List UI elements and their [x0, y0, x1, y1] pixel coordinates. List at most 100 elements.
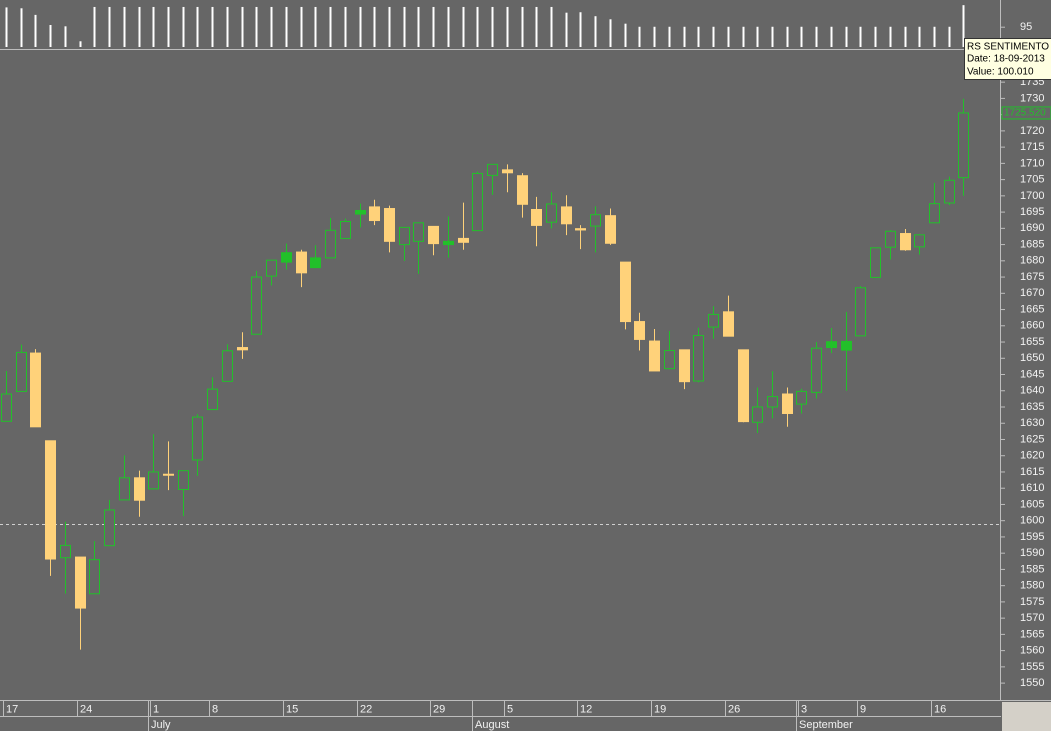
candle-body	[310, 257, 321, 269]
candle-body	[30, 352, 41, 428]
last-price-label: 1725.520	[1004, 108, 1046, 119]
candle-body	[590, 214, 601, 227]
candle-body	[45, 440, 56, 560]
candle-body	[75, 556, 86, 609]
y-tick-label: 95	[1020, 21, 1032, 33]
y-tick-label: 1615	[1020, 466, 1044, 478]
x-tick-label: 3	[801, 703, 807, 715]
tooltip-date: Date: 18-09-2013	[967, 54, 1045, 65]
y-tick-label: 1675	[1020, 271, 1044, 283]
y-tick-label: 1610	[1020, 482, 1044, 494]
y-tick-label: 1570	[1020, 612, 1044, 624]
candle-body	[752, 406, 763, 423]
candle-body	[458, 237, 469, 243]
y-tick-label: 1600	[1020, 515, 1044, 527]
month-label: August	[475, 719, 509, 731]
last-price-box	[1001, 106, 1051, 120]
candle-body	[620, 261, 631, 323]
candle-body	[60, 544, 71, 559]
candle-body	[723, 311, 734, 337]
y-tick-label: 1630	[1020, 417, 1044, 429]
y-tick-label: 1665	[1020, 303, 1044, 315]
y-tick-label: 1645	[1020, 368, 1044, 380]
y-tick-label: 1625	[1020, 433, 1044, 445]
y-tick-label: 1655	[1020, 336, 1044, 348]
candle-body	[738, 349, 749, 423]
candle-body	[266, 259, 277, 277]
y-tick-label: 1710	[1020, 157, 1044, 169]
candle-body	[134, 477, 145, 501]
candle-body	[384, 208, 395, 242]
x-tick-label: 1	[153, 703, 159, 715]
x-tick-label: 12	[580, 703, 592, 715]
x-tick-label: 24	[80, 703, 92, 715]
y-tick-label: 1575	[1020, 596, 1044, 608]
candle-body	[237, 347, 248, 351]
candle-body	[16, 351, 27, 392]
y-tick-label: 1560	[1020, 645, 1044, 657]
candle-body	[826, 341, 837, 349]
x-tick-label: 26	[728, 703, 740, 715]
x-tick-label: 9	[860, 703, 866, 715]
candle-body	[207, 388, 218, 411]
y-tick-label: 1670	[1020, 287, 1044, 299]
candle-body	[944, 179, 955, 204]
candle-body	[340, 221, 351, 239]
candle-body	[546, 203, 557, 223]
candle-body	[885, 230, 896, 248]
candle-body	[649, 340, 660, 372]
tooltip: RS SENTIMENTO 1 Date: 18-09-2013 Value: …	[964, 38, 1051, 80]
x-tick-label: 8	[212, 703, 218, 715]
tooltip-value: Value: 100.010	[967, 67, 1034, 78]
tooltip-box	[964, 38, 1051, 80]
candle-body	[163, 473, 174, 476]
y-tick-label: 1605	[1020, 498, 1044, 510]
candle-body	[443, 240, 454, 246]
y-tick-label: 1595	[1020, 531, 1044, 543]
y-tick-label: 1635	[1020, 401, 1044, 413]
y-tick-label: 1640	[1020, 385, 1044, 397]
candle-body	[472, 172, 483, 232]
y-tick-label: 1580	[1020, 580, 1044, 592]
x-tick-label: 16	[934, 703, 946, 715]
candle-body	[192, 416, 203, 461]
y-tick-label: 1585	[1020, 563, 1044, 575]
candle-body	[119, 477, 130, 501]
candle-body	[575, 228, 586, 231]
candle-body	[178, 470, 189, 491]
candle-body	[399, 226, 410, 246]
x-tick-label: 17	[6, 703, 18, 715]
candle-body	[782, 393, 793, 414]
candle-body	[502, 169, 513, 174]
y-tick-label: 1550	[1020, 677, 1044, 689]
y-tick-label: 1705	[1020, 174, 1044, 186]
candle-body	[251, 276, 262, 335]
x-tick-label: 19	[654, 703, 666, 715]
tooltip-title: RS SENTIMENTO 1	[967, 42, 1051, 53]
candle-body	[767, 396, 778, 408]
candle-body	[605, 215, 616, 244]
candle-body	[355, 209, 366, 215]
candle-body	[914, 234, 925, 248]
candle-body	[708, 313, 719, 328]
candle-body	[413, 222, 424, 242]
month-label: September	[799, 719, 853, 731]
y-tick-label: 1685	[1020, 238, 1044, 250]
x-tick-label: 29	[433, 703, 445, 715]
y-tick-label: 1715	[1020, 141, 1044, 153]
candle-body	[841, 340, 852, 351]
x-tick-label: 22	[360, 703, 372, 715]
candle-body	[811, 347, 822, 393]
candle-body	[148, 471, 159, 490]
candle-body	[634, 321, 645, 340]
candle-body	[531, 208, 542, 226]
candle-body	[900, 233, 911, 251]
y-tick-label: 1700	[1020, 190, 1044, 202]
y-tick-label: 1565	[1020, 628, 1044, 640]
candle-body	[958, 112, 969, 179]
x-tick-label: 5	[507, 703, 513, 715]
y-tick-label: 1650	[1020, 352, 1044, 364]
month-label: July	[151, 719, 171, 731]
